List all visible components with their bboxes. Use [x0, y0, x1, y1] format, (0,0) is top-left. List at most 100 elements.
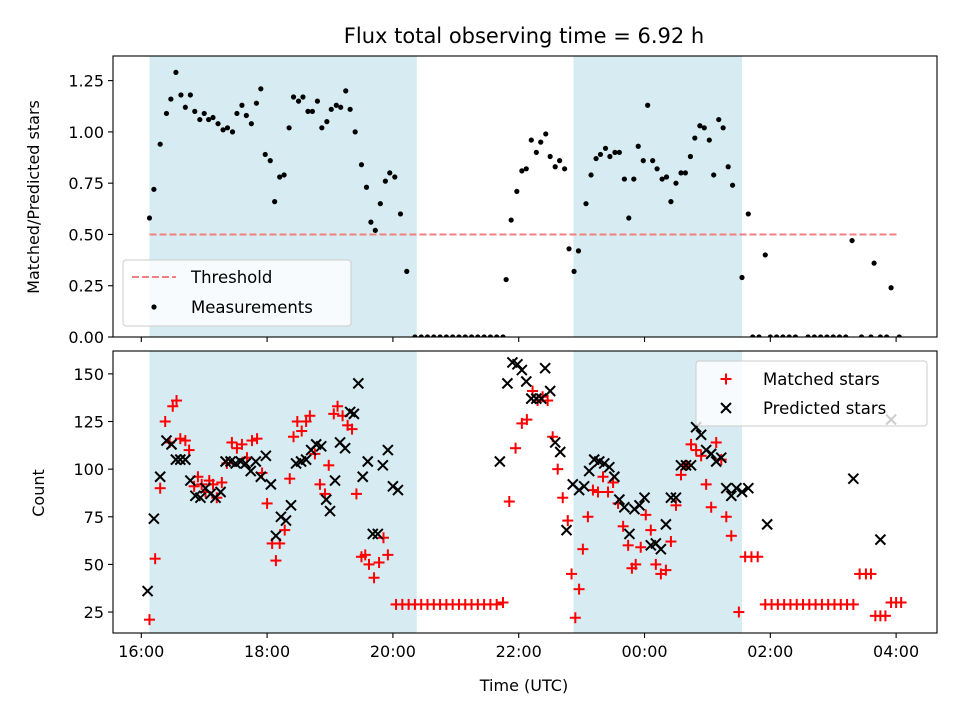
predicted-star-point	[660, 518, 672, 531]
bottom-y-axis-label: Count	[29, 469, 48, 517]
matched-star-point	[510, 442, 522, 454]
measurement-point	[538, 139, 544, 145]
measurement-point	[412, 334, 418, 337]
bottom-x-tick-label: 00:00	[621, 642, 667, 661]
matched-star-point	[577, 543, 589, 555]
measurement-point	[295, 98, 302, 104]
bottom-panel: 16:00 18:00 20:00 22:00 00:00 02:00 04:00 25 50 7…	[73, 350, 938, 661]
predicted-star-point	[675, 459, 687, 472]
predicted-star-point	[265, 478, 277, 491]
matched-star-point	[350, 488, 362, 500]
matched-star-point	[733, 606, 745, 618]
measurement-point	[475, 334, 481, 337]
predicted-star-point	[280, 514, 292, 527]
measurement-point	[720, 125, 726, 131]
matched-star-point	[188, 480, 200, 492]
measurement-point	[692, 135, 698, 141]
measurement-point	[309, 108, 315, 114]
measurement-point	[481, 334, 487, 337]
measurement-point	[514, 188, 520, 194]
measurement-point	[805, 334, 811, 337]
predicted-star-point	[300, 453, 312, 466]
top-panel: 0.00 0.25 0.50 0.75 1.00 1.25 Threshold Measure…	[68, 55, 938, 347]
measurement-point	[437, 334, 443, 337]
measurement-point	[324, 119, 330, 125]
matched-star-point	[660, 564, 672, 576]
measurement-point	[418, 334, 424, 337]
measurement-point	[566, 246, 572, 252]
predicted-star-point	[194, 492, 207, 504]
measurement-point	[182, 104, 188, 110]
measurement-point	[363, 184, 370, 190]
predicted-star-point	[372, 528, 384, 540]
measurement-point	[602, 145, 609, 151]
matched-star-point	[216, 476, 228, 488]
top-plot-area	[146, 69, 902, 337]
measurement-point	[687, 153, 694, 160]
predicted-star-point	[184, 474, 197, 487]
matched-star-point	[167, 400, 179, 412]
measurement-point	[328, 106, 334, 112]
measurement-point	[243, 112, 249, 119]
predicted-star-point	[761, 518, 773, 531]
matched-star-point	[645, 524, 657, 536]
measurement-point	[543, 131, 549, 137]
measurement-point	[711, 172, 717, 178]
measurement-point	[456, 334, 462, 337]
measurement-point	[663, 174, 670, 180]
predicted-star-point	[250, 455, 262, 468]
matched-star-point	[323, 459, 335, 471]
predicted-star-point	[377, 459, 389, 472]
bottom-x-tick-label: 18:00	[244, 642, 290, 661]
predicted-star-point	[141, 585, 154, 597]
matched-star-point	[503, 496, 515, 508]
measurement-point	[824, 334, 830, 337]
measurement-point	[377, 201, 383, 207]
measurement-point	[767, 334, 773, 337]
matched-star-point	[179, 435, 191, 447]
measurement-point	[215, 121, 221, 127]
matched-star-point	[597, 471, 609, 483]
measurement-point	[358, 162, 365, 168]
predicted-star-point	[367, 528, 379, 540]
matched-star-point	[251, 433, 263, 445]
matched-star-point	[617, 520, 629, 532]
measurement-point	[382, 178, 388, 184]
measurement-point	[333, 102, 339, 108]
measurement-point	[300, 94, 306, 100]
bottom-x-tick-label: 22:00	[496, 642, 542, 661]
legend-predicted-label: Predicted stars	[763, 399, 886, 418]
measurement-point	[552, 164, 558, 170]
matched-star-point	[752, 551, 764, 563]
predicted-star-point	[357, 471, 369, 483]
matched-star-point	[261, 497, 273, 509]
predicted-star-point	[670, 492, 682, 504]
bottom-legend: Matched stars Predicted stars	[695, 360, 928, 427]
matched-star-point	[363, 558, 375, 570]
measurement-point	[234, 110, 240, 117]
matched-star-point	[226, 436, 238, 448]
matched-star-point	[700, 478, 712, 490]
matched-star-point	[171, 395, 183, 407]
predicted-star-point	[695, 429, 707, 441]
matched-star-point	[328, 408, 340, 420]
top-axes-frame	[112, 55, 938, 338]
predicted-star-point	[329, 474, 341, 487]
matched-star-point	[183, 444, 195, 456]
measurement-point	[774, 334, 780, 337]
predicted-star-point	[874, 533, 887, 546]
measurement-point	[187, 92, 193, 98]
predicted-star-point	[554, 446, 566, 458]
matched-star-point	[143, 614, 155, 626]
matched-star-point	[521, 414, 533, 426]
measurement-point	[503, 276, 509, 283]
predicted-star-point	[730, 482, 743, 494]
measurement-point	[262, 151, 268, 158]
measurement-point	[168, 96, 174, 102]
measurement-point	[258, 86, 264, 92]
predicted-star-point	[680, 459, 692, 472]
predicted-star-point	[170, 453, 182, 466]
predicted-star-point	[608, 471, 621, 483]
predicted-star-point	[613, 493, 626, 506]
